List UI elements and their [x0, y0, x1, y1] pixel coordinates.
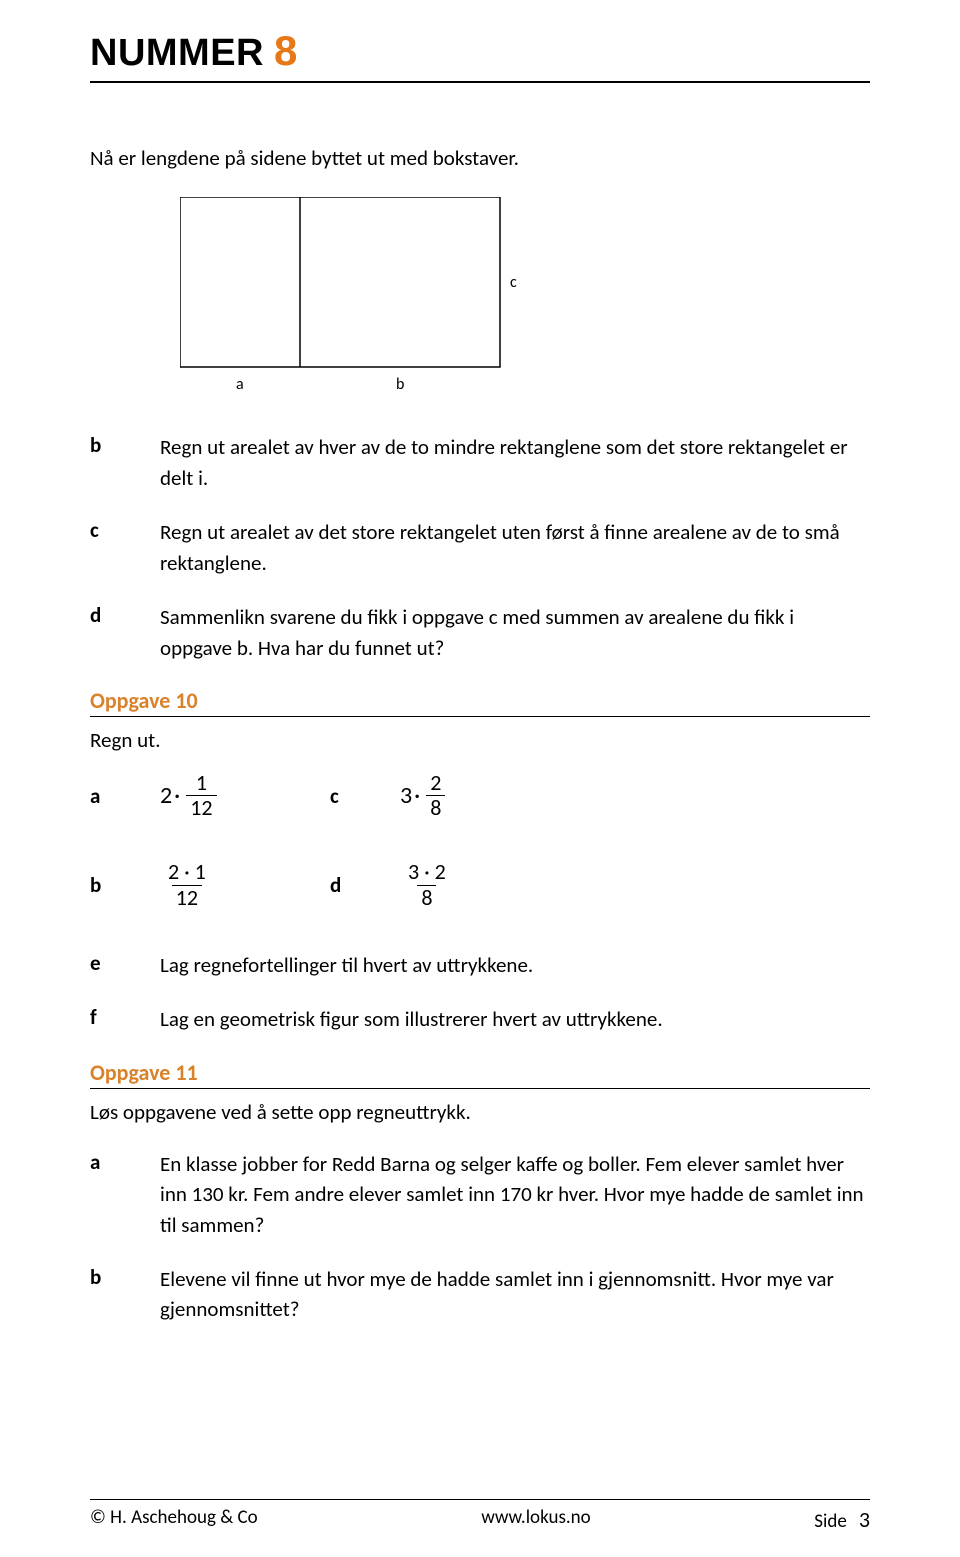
item-text: Regn ut arealet av hver av de to mindre …: [160, 432, 870, 493]
page-header: NUMMER 8: [90, 30, 870, 83]
svg-text:a: a: [236, 375, 244, 394]
label-a: a: [90, 783, 160, 809]
page-footer: © H. Aschehoug & Co www.lokus.no Side 3: [90, 1499, 870, 1533]
oppgave-10-heading: Oppgave 10: [90, 687, 870, 714]
expr-b: 2 · 1 12: [160, 860, 330, 909]
svg-text:c: c: [510, 273, 517, 292]
svg-text:b: b: [396, 375, 404, 394]
footer-page-number: 3: [859, 1506, 870, 1533]
math-row-1: a 2· 1 12 c 3· 2 8: [90, 771, 870, 820]
item-e: e Lag regnefortellinger til hvert av utt…: [90, 950, 870, 980]
logo-text: NUMMER: [90, 32, 264, 75]
expr-d: 3 · 2 8: [400, 860, 570, 909]
intro-text: Nå er lengdene på sidene byttet ut med b…: [90, 143, 870, 173]
item-label: b: [90, 432, 160, 458]
item-row: cRegn ut arealet av det store rektangele…: [90, 517, 870, 578]
expr-a: 2· 1 12: [160, 771, 330, 820]
item-11b: b Elevene vil finne ut hvor mye de hadde…: [90, 1264, 870, 1325]
footer-side-label: Side: [814, 1510, 847, 1533]
footer-center: www.lokus.no: [481, 1506, 590, 1533]
label-b: b: [90, 872, 160, 898]
item-label: d: [90, 602, 160, 628]
logo-number: 8: [274, 30, 297, 72]
item-text: Regn ut arealet av det store rektangelet…: [160, 517, 870, 578]
divider: [90, 716, 870, 717]
expr-c: 3· 2 8: [400, 771, 570, 820]
math-row-2: b 2 · 1 12 d 3 · 2 8: [90, 860, 870, 909]
item-row: dSammenlikn svarene du fikk i oppgave c …: [90, 602, 870, 663]
item-label: c: [90, 517, 160, 543]
item-row: bRegn ut arealet av hver av de to mindre…: [90, 432, 870, 493]
rectangle-diagram: a b c: [180, 197, 870, 412]
label-c: c: [330, 783, 400, 809]
label-d: d: [330, 872, 400, 898]
item-f: f Lag en geometrisk figur som illustrere…: [90, 1004, 870, 1034]
divider: [90, 1088, 870, 1089]
oppgave-10-sub: Regn ut.: [90, 727, 870, 753]
oppgave-11-sub: Løs oppgavene ved å sette opp regneuttry…: [90, 1099, 870, 1125]
footer-left: © H. Aschehoug & Co: [90, 1506, 258, 1533]
item-text: Sammenlikn svarene du fikk i oppgave c m…: [160, 602, 870, 663]
item-11a: a En klasse jobber for Redd Barna og sel…: [90, 1149, 870, 1240]
oppgave-11-heading: Oppgave 11: [90, 1059, 870, 1086]
